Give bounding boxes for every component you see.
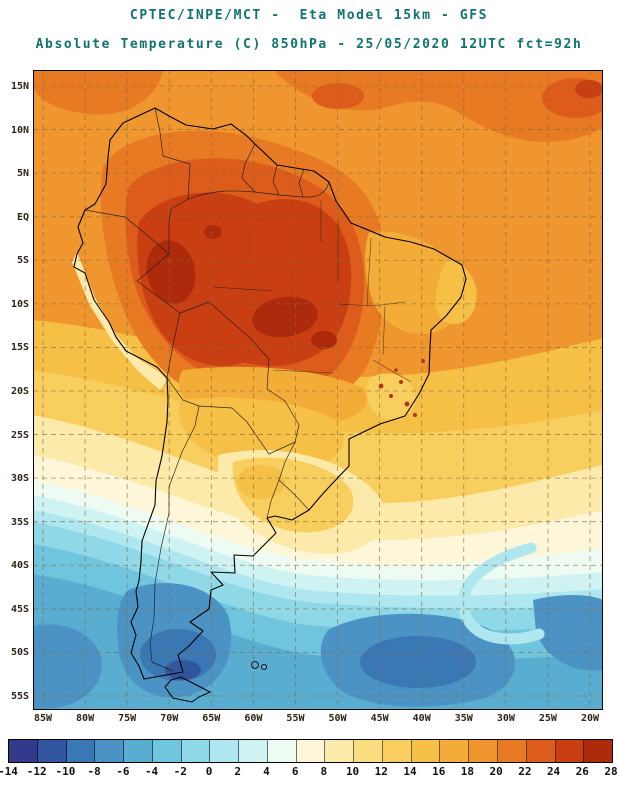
- lat-tick-label: 20S: [10, 385, 29, 397]
- colorbar-tick-label: -10: [55, 765, 76, 778]
- colorbar-cell: [354, 740, 383, 762]
- colorbar-tick-label: 28: [604, 765, 618, 778]
- lon-tick-label: 30W: [496, 713, 515, 724]
- lon-tick-label: 55W: [286, 713, 305, 724]
- colorbar-cell: [296, 740, 326, 762]
- map-frame: [33, 70, 603, 710]
- lat-tick-label: 5S: [16, 255, 29, 267]
- colorbar-tick-label: 22: [518, 765, 532, 778]
- lon-tick-label: 80W: [76, 713, 95, 724]
- colorbar-cell: [584, 740, 613, 762]
- coastline: [73, 107, 467, 680]
- lon-tick-label: 35W: [454, 713, 473, 724]
- lat-tick-label: 30S: [10, 473, 29, 485]
- lat-tick-label: 15N: [10, 81, 29, 92]
- colorbar-tick-label: -2: [173, 765, 187, 778]
- colorbar-tick-label: 10: [345, 765, 360, 778]
- tierra-del-fuego-coast: [164, 676, 212, 703]
- colorbar-tick-label: -14: [0, 765, 18, 778]
- lat-tick-label: 35S: [10, 516, 29, 528]
- lat-tick-label: 25S: [10, 429, 29, 441]
- colorbar-cell: [325, 740, 355, 762]
- colorbar-cell: [210, 740, 240, 762]
- lat-tick-label: 15S: [10, 342, 29, 354]
- colorbar-tick-label: -6: [116, 765, 130, 778]
- colorbar-cell: [152, 740, 182, 762]
- lon-tick-label: 75W: [118, 713, 137, 724]
- colorbar-cell: [66, 740, 96, 762]
- colorbar-cell: [555, 740, 585, 762]
- colorbar-tick-label: 26: [575, 765, 589, 778]
- lon-tick-label: 20W: [580, 713, 600, 724]
- falkland-islands: [251, 661, 268, 671]
- lat-tick-label: 10N: [10, 124, 29, 136]
- colorbar-tick-label: 0: [205, 765, 213, 778]
- colorbar-tick-label: 20: [489, 765, 503, 778]
- colorbar-cell: [498, 740, 527, 762]
- colorbar-tick-label: 14: [403, 765, 417, 778]
- colorbar-tick-label: 8: [320, 765, 328, 778]
- colorbar-tick-label: 16: [432, 765, 446, 778]
- colorbar-cell: [124, 740, 153, 762]
- colorbar-cell: [181, 740, 211, 762]
- colorbar-tick-label: 18: [460, 765, 475, 778]
- colorbar-cell: [267, 740, 297, 762]
- lon-tick-label: 45W: [370, 713, 389, 724]
- temperature-map: [33, 70, 603, 710]
- state-borders: [212, 201, 412, 383]
- colorbar-cell: [239, 740, 268, 762]
- lon-tick-label: 60W: [244, 713, 263, 724]
- lon-tick-label: 25W: [538, 713, 557, 724]
- lon-tick-label: 50W: [328, 713, 347, 724]
- colorbar-tick-label: 6: [291, 765, 299, 778]
- colorbar-tick-label: 4: [263, 765, 270, 778]
- colorbar-tick-label: -12: [26, 765, 47, 778]
- temperature-field: [33, 70, 603, 710]
- title-model-line: CPTEC/INPE/MCT - Eta Model 15km - GFS: [129, 8, 489, 23]
- country-borders: [84, 107, 412, 672]
- lon-tick-label: 65W: [202, 713, 221, 724]
- colorbar-tick-label: 24: [546, 765, 561, 778]
- lat-tick-label: EQ: [16, 211, 29, 223]
- lat-tick-label: 5N: [16, 168, 29, 180]
- colorbar-cell: [411, 740, 441, 762]
- lon-tick-label: 40W: [412, 713, 431, 724]
- lat-tick-label: 10S: [10, 298, 29, 310]
- lon-tick-label: 70W: [160, 713, 179, 724]
- colorbar-cell: [37, 740, 67, 762]
- graticule: [33, 70, 603, 710]
- title-field-line: Absolute Temperature (C) 850hPa - 25/05/…: [35, 37, 583, 52]
- colorbar-cell: [469, 740, 499, 762]
- lat-tick-label: 45S: [10, 603, 29, 615]
- lat-tick-label: 50S: [10, 647, 29, 659]
- colorbar-tick-label: -4: [144, 765, 159, 778]
- colorbar-cell: [526, 740, 556, 762]
- colorbar: [8, 739, 613, 763]
- colorbar-tick-label: 12: [374, 765, 388, 778]
- lat-tick-label: 55S: [10, 690, 29, 702]
- colorbar-cell: [9, 740, 38, 762]
- colorbar-cell: [95, 740, 125, 762]
- colorbar-cell: [440, 740, 470, 762]
- lon-tick-label: 85W: [33, 713, 53, 724]
- lat-tick-label: 40S: [10, 560, 29, 572]
- colorbar-tick-label: -8: [87, 765, 101, 778]
- colorbar-cell: [382, 740, 412, 762]
- colorbar-tick-label: 2: [234, 765, 242, 778]
